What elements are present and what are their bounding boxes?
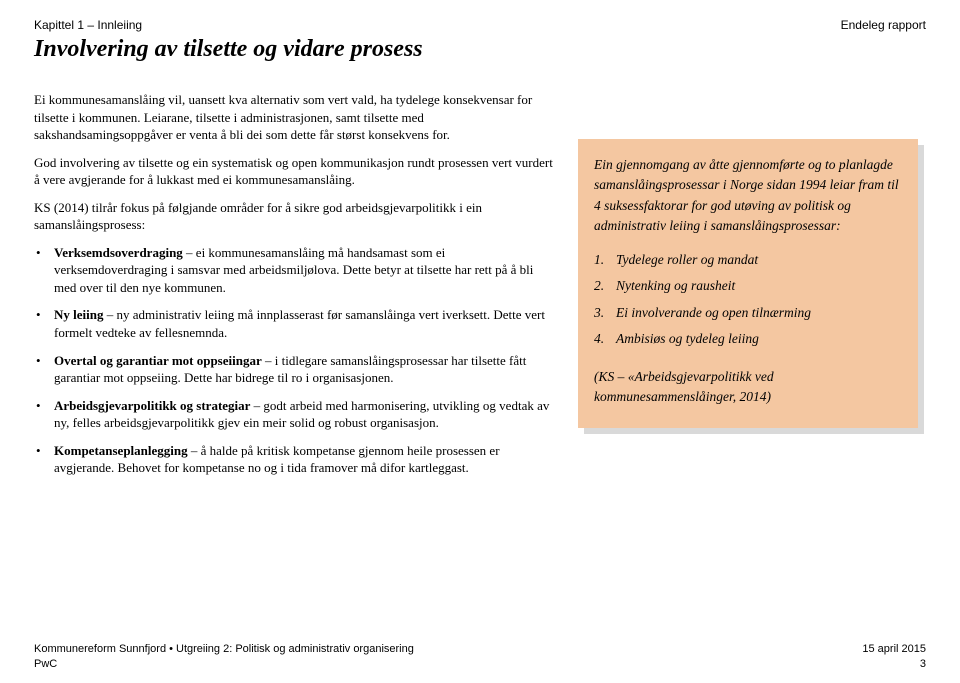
- list-item-term: Ny leiing: [54, 307, 103, 322]
- focus-area-list: Verksemdsoverdraging – ei kommunesamansl…: [34, 244, 554, 477]
- header-chapter: Kapittel 1 – Innleiing: [34, 18, 142, 32]
- intro-paragraph-3: KS (2014) tilrår fokus på følgjande områ…: [34, 199, 554, 234]
- list-item: Verksemdsoverdraging – ei kommunesamansl…: [50, 244, 554, 297]
- footer-left: Kommunereform Sunnfjord • Utgreiing 2: P…: [34, 642, 414, 671]
- footer-org: PwC: [34, 657, 414, 671]
- page-header: Kapittel 1 – Innleiing Endeleg rapport: [34, 18, 926, 32]
- callout-box: Ein gjennomgang av åtte gjennomførte og …: [578, 139, 918, 428]
- page-title: Involvering av tilsette og vidare proses…: [34, 36, 926, 63]
- page-footer: Kommunereform Sunnfjord • Utgreiing 2: P…: [34, 642, 926, 671]
- success-factor-item: 2.Nytenking og rausheit: [594, 276, 902, 296]
- document-page: Kapittel 1 – Innleiing Endeleg rapport I…: [0, 0, 960, 683]
- main-text-column: Ei kommunesamanslåing vil, uansett kva a…: [34, 91, 554, 487]
- list-item-desc: – ny administrativ leiing må innplassera…: [54, 307, 545, 340]
- list-item: Ny leiing – ny administrativ leiing må i…: [50, 306, 554, 341]
- list-number: 3.: [594, 303, 616, 323]
- header-status: Endeleg rapport: [841, 18, 926, 32]
- list-number: 2.: [594, 276, 616, 296]
- footer-page-number: 3: [862, 657, 926, 671]
- content-columns: Ei kommunesamanslåing vil, uansett kva a…: [34, 91, 926, 487]
- list-item: Kompetanseplanlegging – å halde på kriti…: [50, 442, 554, 477]
- callout-box-wrap: Ein gjennomgang av åtte gjennomførte og …: [578, 139, 918, 428]
- callout-reference: (KS – «Arbeidsgjevarpolitikk ved kommune…: [594, 367, 902, 408]
- success-factor-list: 1.Tydelege roller og mandat 2.Nytenking …: [594, 250, 902, 349]
- success-factor-item: 3.Ei involverande og open tilnærming: [594, 303, 902, 323]
- list-number: 4.: [594, 329, 616, 349]
- list-item-term: Verksemdsoverdraging: [54, 245, 183, 260]
- sidebar-column: Ein gjennomgang av åtte gjennomførte og …: [578, 91, 918, 487]
- footer-right: 15 april 2015 3: [862, 642, 926, 671]
- intro-paragraph-1: Ei kommunesamanslåing vil, uansett kva a…: [34, 91, 554, 144]
- footer-project: Kommunereform Sunnfjord • Utgreiing 2: P…: [34, 642, 414, 656]
- list-item: Overtal og garantiar mot oppseiingar – i…: [50, 352, 554, 387]
- success-factor-item: 4.Ambisiøs og tydeleg leiing: [594, 329, 902, 349]
- list-item-term: Overtal og garantiar mot oppseiingar: [54, 353, 262, 368]
- list-item: Arbeidsgjevarpolitikk og strategiar – go…: [50, 397, 554, 432]
- list-text: Ambisiøs og tydeleg leiing: [616, 329, 759, 349]
- list-text: Ei involverande og open tilnærming: [616, 303, 811, 323]
- intro-paragraph-2: God involvering av tilsette og ein syste…: [34, 154, 554, 189]
- footer-date: 15 april 2015: [862, 642, 926, 656]
- list-number: 1.: [594, 250, 616, 270]
- list-item-term: Kompetanseplanlegging: [54, 443, 188, 458]
- success-factor-item: 1.Tydelege roller og mandat: [594, 250, 902, 270]
- callout-intro: Ein gjennomgang av åtte gjennomførte og …: [594, 155, 902, 236]
- list-text: Nytenking og rausheit: [616, 276, 735, 296]
- list-item-term: Arbeidsgjevarpolitikk og strategiar: [54, 398, 250, 413]
- list-text: Tydelege roller og mandat: [616, 250, 758, 270]
